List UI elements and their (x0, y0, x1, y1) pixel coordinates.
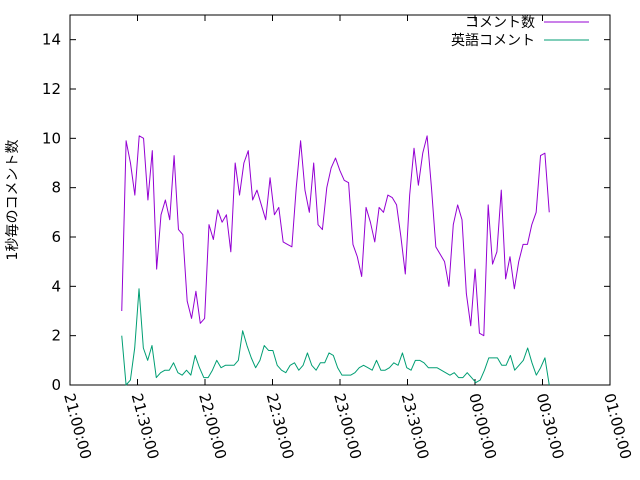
x-tick-label: 22:00:00 (195, 391, 230, 461)
x-tick-label: 21:00:00 (60, 391, 95, 461)
y-tick-label: 2 (51, 327, 61, 345)
y-axis-ticks: 0 2 4 6 8 10 12 14 (42, 31, 610, 394)
x-tick-label: 00:30:00 (533, 391, 568, 461)
y-tick-label: 6 (51, 228, 61, 246)
y-tick-label: 10 (42, 129, 61, 147)
y-tick-label: 12 (42, 80, 61, 98)
legend-label: 英語コメント (451, 32, 535, 49)
y-tick-label: 8 (51, 179, 61, 197)
y-axis-label: 1秒毎のコメント数 (5, 140, 21, 261)
x-tick-label: 23:30:00 (398, 391, 433, 461)
x-tick-label: 23:00:00 (330, 391, 365, 461)
x-tick-label: 21:30:00 (128, 391, 163, 461)
plot-frame (69, 14, 611, 386)
y-tick-label: 0 (51, 376, 61, 394)
series-line-2 (121, 288, 550, 386)
series-line-1 (121, 135, 550, 337)
legend-label: コメント数 (465, 15, 535, 31)
x-tick-label: 22:30:00 (263, 391, 298, 461)
x-tick-label: 01:00:00 (600, 391, 635, 461)
x-tick-label: 00:00:00 (465, 391, 500, 461)
y-tick-label: 4 (51, 277, 61, 295)
data-series (121, 135, 550, 386)
y-tick-label: 14 (42, 31, 61, 49)
x-axis-ticks: 21:00:00 21:30:00 22:00:00 22:30:00 23:00:00… (60, 15, 635, 461)
